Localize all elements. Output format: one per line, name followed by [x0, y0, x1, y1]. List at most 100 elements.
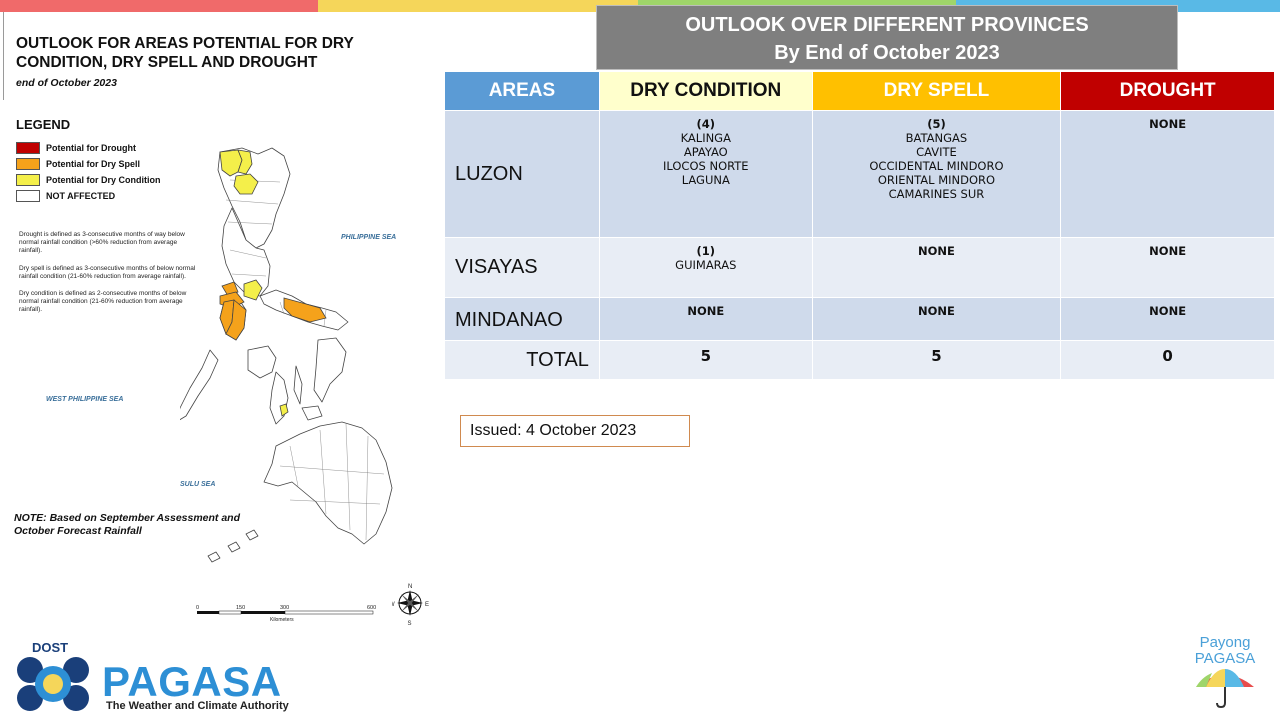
outlook-title-line1: OUTLOOK OVER DIFFERENT PROVINCES: [685, 14, 1089, 36]
map-dry-spell-oriental-mindoro: [225, 299, 247, 341]
cell-drought: NONE: [1060, 110, 1275, 238]
header-areas: AREAS: [444, 71, 600, 111]
payong-pagasa-label: PAGASA: [1194, 650, 1256, 667]
sea-label-philippine: PHILIPPINE SEA: [341, 234, 397, 241]
compass-rose-icon: N S E W: [392, 584, 429, 626]
outlook-title: OUTLOOK OVER DIFFERENT PROVINCES By End …: [596, 5, 1178, 70]
scale-bar: 0 150 300 600 Kilometers: [196, 605, 376, 623]
map-subtitle: end of October 2023: [16, 77, 117, 89]
map-region-samar-leyte: [313, 337, 347, 403]
province-name: ORIENTAL MINDORO: [877, 173, 996, 187]
province-name: BATANGAS: [905, 131, 968, 145]
province-count: (4): [696, 117, 716, 131]
province-name: ILOCOS NORTE: [662, 159, 749, 173]
map-region-sulu: [227, 541, 241, 553]
none-value: NONE: [1149, 304, 1187, 318]
sea-label-west-philippine: WEST PHILIPPINE SEA: [46, 396, 124, 403]
payong-pagasa-logo: Payong PAGASA: [1170, 634, 1280, 720]
map-region-sulu: [207, 551, 221, 563]
legend-title: LEGEND: [16, 117, 71, 132]
umbrella-icon: [1196, 669, 1254, 709]
legend-item-not-affected: NOT AFFECTED: [16, 188, 161, 204]
map-region-mindanao: [263, 421, 393, 545]
header-dry-condition: DRY CONDITION: [598, 71, 813, 111]
definitions: Drought is defined as 3-consecutive mont…: [19, 231, 197, 324]
province-name: APAYAO: [683, 145, 728, 159]
header-drought: DROUGHT: [1060, 71, 1275, 111]
map-region-sulu: [245, 529, 259, 541]
cell-dry-condition: (1) GUIMARAS: [598, 237, 813, 298]
strip-red: [0, 0, 318, 12]
legend-item-drought: Potential for Drought: [16, 140, 161, 156]
pagasa-emblem-icon: [17, 657, 89, 711]
definition-dry-spell: Dry spell is defined as 3-consecutive mo…: [19, 264, 196, 280]
outlook-title-line2: By End of October 2023: [774, 42, 1000, 64]
scale-tick-label: 300: [280, 605, 289, 611]
cell-dry-condition: (4) KALINGA APAYAO ILOCOS NORTE LAGUNA: [598, 110, 813, 238]
map-region-bohol: [301, 405, 323, 421]
cell-dry-spell: NONE: [811, 237, 1062, 298]
sea-label-sulu: SULU SEA: [180, 481, 216, 488]
table-header-row: AREAS DRY CONDITION DRY SPELL DROUGHT: [444, 71, 1275, 111]
definition-dry-condition: Dry condition is defined as 2-consecutiv…: [19, 290, 187, 314]
map-region-panay: [247, 345, 277, 379]
province-name: CAMARINES SUR: [888, 187, 985, 201]
scale-tick-label: 600: [367, 605, 376, 611]
map-dry-condition-laguna: [243, 279, 263, 301]
cell-drought: NONE: [1060, 297, 1275, 341]
svg-text:S: S: [408, 621, 412, 626]
legend-label: Potential for Dry Spell: [46, 159, 141, 169]
map-region-negros: [269, 371, 289, 425]
map-note: NOTE: Based on September Assessment and …: [14, 512, 241, 537]
legend-swatch-not-affected: [16, 190, 40, 202]
cell-drought: NONE: [1060, 237, 1275, 298]
strip-yellow: [318, 0, 638, 12]
legend-swatch-dry-condition: [16, 174, 40, 186]
province-name: OCCIDENTAL MINDORO: [869, 159, 1004, 173]
map-region-palawan: [180, 349, 219, 421]
cell-dry-condition: NONE: [598, 297, 813, 341]
area-name: VISAYAS: [444, 237, 600, 298]
none-value: NONE: [687, 304, 725, 318]
legend-label: NOT AFFECTED: [46, 191, 116, 201]
total-dry-condition: 5: [598, 340, 813, 380]
scale-unit: Kilometers: [270, 617, 294, 623]
legend-label: Potential for Dry Condition: [46, 175, 161, 185]
province-count: (5): [927, 117, 946, 131]
outlook-table: AREAS DRY CONDITION DRY SPELL DROUGHT LU…: [444, 71, 1275, 380]
cell-dry-spell: NONE: [811, 297, 1062, 341]
map-divider: [3, 12, 4, 100]
issued-date: Issued: 4 October 2023: [460, 415, 690, 447]
cell-dry-spell: (5) BATANGAS CAVITE OCCIDENTAL MINDORO O…: [811, 110, 1062, 238]
province-name: CAVITE: [916, 145, 957, 159]
legend-item-dry-spell: Potential for Dry Spell: [16, 156, 161, 172]
table-row-luzon: LUZON (4) KALINGA APAYAO ILOCOS NORTE LA…: [444, 110, 1275, 238]
province-count: (1): [696, 244, 716, 258]
svg-text:W: W: [392, 602, 395, 608]
table-row-visayas: VISAYAS (1) GUIMARAS NONE NONE: [444, 237, 1275, 298]
pagasa-logo: DOST PAGASA The Weather and Climate Auth…: [14, 640, 314, 716]
none-value: NONE: [918, 244, 955, 258]
svg-text:E: E: [425, 602, 429, 608]
province-name: GUIMARAS: [675, 258, 737, 272]
none-value: NONE: [1149, 244, 1187, 258]
legend-swatch-dry-spell: [16, 158, 40, 170]
table-row-total: TOTAL 5 5 0: [444, 340, 1275, 380]
map-title: OUTLOOK FOR AREAS POTENTIAL FOR DRY COND…: [16, 35, 354, 71]
total-label: TOTAL: [444, 340, 600, 380]
legend-swatch-drought: [16, 142, 40, 154]
none-value: NONE: [918, 304, 955, 318]
scale-tick-label: 150: [236, 605, 245, 611]
pagasa-wordmark: PAGASA: [102, 658, 282, 705]
legend-item-dry-condition: Potential for Dry Condition: [16, 172, 161, 188]
table-row-mindanao: MINDANAO NONE NONE NONE: [444, 297, 1275, 341]
dost-label: DOST: [32, 640, 69, 655]
map-dry-spell-camarines-sur: [283, 297, 327, 323]
area-name: MINDANAO: [444, 297, 600, 341]
area-name: LUZON: [444, 110, 600, 238]
total-dry-spell: 5: [811, 340, 1062, 380]
philippines-map: [180, 147, 393, 563]
province-name: KALINGA: [680, 131, 731, 145]
pagasa-tagline: The Weather and Climate Authority: [106, 700, 289, 712]
